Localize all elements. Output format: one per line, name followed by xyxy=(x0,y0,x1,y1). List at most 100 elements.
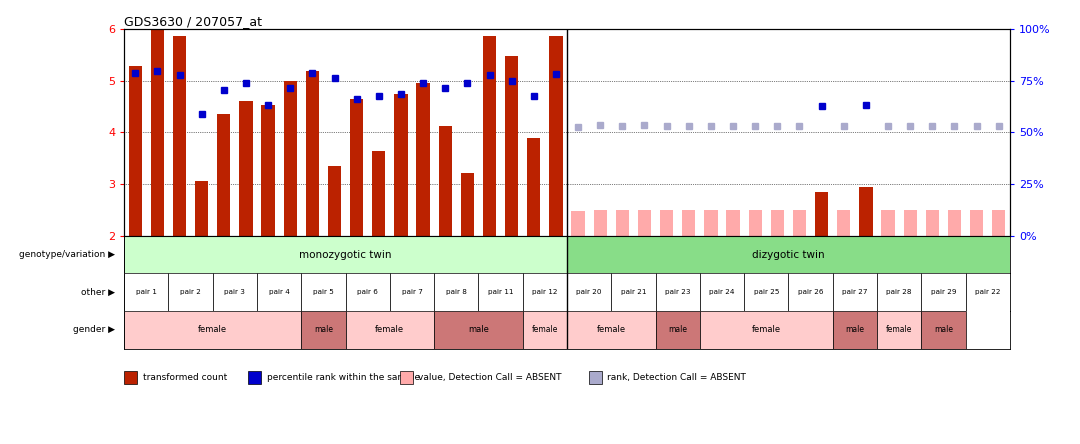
Text: pair 25: pair 25 xyxy=(754,289,779,295)
Bar xyxy=(656,311,700,349)
Bar xyxy=(877,311,921,349)
Bar xyxy=(390,274,434,311)
Bar xyxy=(567,236,1010,274)
Text: pair 24: pair 24 xyxy=(710,289,734,295)
Text: male: male xyxy=(468,325,489,334)
Text: male: male xyxy=(669,325,687,334)
Text: pair 6: pair 6 xyxy=(357,289,378,295)
Bar xyxy=(970,210,983,236)
Bar xyxy=(129,66,141,236)
Bar xyxy=(921,274,966,311)
Bar xyxy=(815,192,828,236)
Bar xyxy=(328,166,341,236)
Bar xyxy=(483,36,496,236)
Bar xyxy=(771,210,784,236)
Bar xyxy=(124,236,567,274)
Bar xyxy=(217,114,230,236)
Bar xyxy=(656,274,700,311)
Bar xyxy=(284,80,297,236)
Bar xyxy=(124,274,168,311)
Bar xyxy=(638,210,651,236)
Bar xyxy=(417,83,430,236)
Bar xyxy=(434,274,478,311)
Bar xyxy=(704,210,717,236)
Text: male: male xyxy=(846,325,864,334)
Bar xyxy=(793,210,806,236)
Text: pair 3: pair 3 xyxy=(225,289,245,295)
Bar xyxy=(860,186,873,236)
Text: monozygotic twin: monozygotic twin xyxy=(299,250,392,259)
Text: pair 5: pair 5 xyxy=(313,289,334,295)
Text: pair 27: pair 27 xyxy=(842,289,867,295)
Bar xyxy=(346,274,390,311)
Bar xyxy=(616,210,629,236)
Text: pair 4: pair 4 xyxy=(269,289,289,295)
Text: female: female xyxy=(531,325,558,334)
Bar xyxy=(505,56,518,236)
Text: genotype/variation ▶: genotype/variation ▶ xyxy=(19,250,116,259)
Bar xyxy=(921,311,966,349)
Bar xyxy=(173,36,186,236)
Text: gender ▶: gender ▶ xyxy=(73,325,116,334)
Text: pair 22: pair 22 xyxy=(975,289,1000,295)
Text: other ▶: other ▶ xyxy=(81,288,116,297)
Bar xyxy=(727,210,740,236)
Bar xyxy=(748,210,761,236)
Bar xyxy=(523,274,567,311)
Bar xyxy=(527,138,540,236)
Text: pair 23: pair 23 xyxy=(665,289,690,295)
Bar xyxy=(240,101,253,236)
Bar xyxy=(788,274,833,311)
Text: rank, Detection Call = ABSENT: rank, Detection Call = ABSENT xyxy=(607,373,746,382)
Text: pair 26: pair 26 xyxy=(798,289,823,295)
Bar xyxy=(301,311,346,349)
Text: female: female xyxy=(597,325,625,334)
Text: pair 1: pair 1 xyxy=(136,289,157,295)
Bar xyxy=(438,126,451,236)
Bar xyxy=(478,274,523,311)
Text: female: female xyxy=(199,325,227,334)
Bar xyxy=(833,274,877,311)
Bar xyxy=(213,274,257,311)
Bar xyxy=(373,151,386,236)
Text: pair 11: pair 11 xyxy=(488,289,513,295)
Text: pair 28: pair 28 xyxy=(887,289,912,295)
Bar xyxy=(523,311,567,349)
Bar xyxy=(926,210,939,236)
Bar xyxy=(151,28,164,236)
Bar xyxy=(350,99,363,236)
Bar xyxy=(261,105,274,236)
Text: female: female xyxy=(752,325,781,334)
Bar xyxy=(877,274,921,311)
Bar xyxy=(594,210,607,236)
Bar xyxy=(461,173,474,236)
Bar xyxy=(257,274,301,311)
Text: pair 29: pair 29 xyxy=(931,289,956,295)
Bar xyxy=(567,311,656,349)
Text: male: male xyxy=(314,325,333,334)
Bar xyxy=(611,274,656,311)
Bar xyxy=(660,210,673,236)
Text: pair 12: pair 12 xyxy=(532,289,557,295)
Bar xyxy=(124,311,301,349)
Text: male: male xyxy=(934,325,953,334)
Bar xyxy=(683,210,696,236)
Text: pair 2: pair 2 xyxy=(180,289,201,295)
Bar xyxy=(948,210,961,236)
Bar xyxy=(993,210,1005,236)
Bar xyxy=(567,274,611,311)
Text: female: female xyxy=(886,325,913,334)
Bar xyxy=(306,71,319,236)
Bar xyxy=(346,311,434,349)
Bar xyxy=(904,210,917,236)
Text: pair 7: pair 7 xyxy=(402,289,422,295)
Bar xyxy=(833,311,877,349)
Bar xyxy=(744,274,788,311)
Bar xyxy=(571,211,584,236)
Bar xyxy=(881,210,894,236)
Bar xyxy=(837,210,850,236)
Text: value, Detection Call = ABSENT: value, Detection Call = ABSENT xyxy=(418,373,562,382)
Bar xyxy=(394,94,407,236)
Text: GDS3630 / 207057_at: GDS3630 / 207057_at xyxy=(124,15,262,28)
Text: pair 20: pair 20 xyxy=(577,289,602,295)
